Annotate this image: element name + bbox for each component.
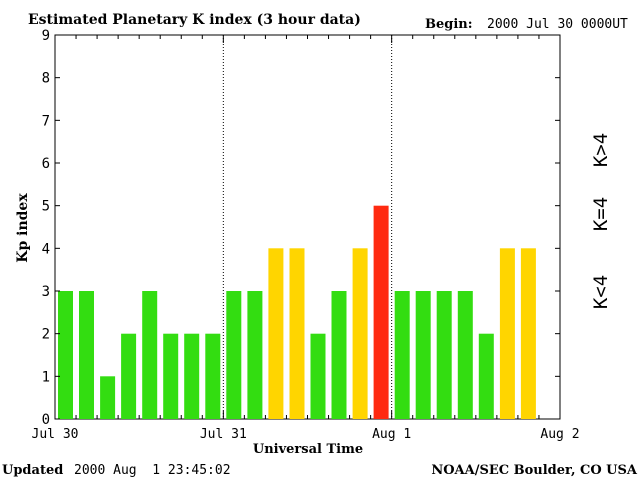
kp-bar <box>184 333 200 419</box>
kp-bar <box>310 333 326 419</box>
day-dividers <box>222 35 393 419</box>
y-tick-label: 4 <box>42 241 50 257</box>
kp-bar <box>247 291 263 419</box>
kp-bar <box>163 333 179 419</box>
y-tick-label: 7 <box>42 113 50 129</box>
kp-bar <box>520 248 536 419</box>
kp-bar <box>331 291 347 419</box>
y-axis: 0 1 2 3 4 5 6 7 8 9 <box>42 28 560 428</box>
x-tick-label: Aug 1 <box>372 427 411 442</box>
kp-bar <box>457 291 473 419</box>
legend-low: K<4 <box>590 275 612 309</box>
updated-value: 2000 Aug 1 23:45:02 <box>74 463 231 478</box>
kp-bar <box>499 248 515 419</box>
kp-bar <box>142 291 158 419</box>
chart-title: Estimated Planetary K index (3 hour data… <box>28 12 361 28</box>
legend-mid: K=4 <box>590 197 612 231</box>
y-tick-label: 1 <box>42 369 50 385</box>
y-tick-label: 8 <box>42 71 50 87</box>
x-tick-label: Jul 30 <box>32 427 79 442</box>
kp-bar <box>226 291 242 419</box>
kp-bar <box>268 248 284 419</box>
kp-bar <box>373 205 389 419</box>
x-tick-label: Jul 31 <box>200 427 247 442</box>
kp-bar <box>289 248 305 419</box>
x-tick-label: Aug 2 <box>540 427 579 442</box>
y-tick-label: 0 <box>42 412 50 428</box>
y-tick-label: 3 <box>42 284 50 300</box>
kp-bar <box>436 291 452 419</box>
x-axis-title: Universal Time <box>253 442 363 457</box>
y-tick-label: 5 <box>42 199 50 215</box>
y-axis-title: Kp index <box>15 193 31 263</box>
kp-bar <box>415 291 431 419</box>
y-tick-label: 9 <box>42 28 50 44</box>
kp-bar <box>394 291 410 419</box>
begin-label: Begin: <box>425 17 473 32</box>
kp-bar <box>352 248 368 419</box>
kp-bar <box>79 291 94 419</box>
bar-group <box>58 205 536 419</box>
begin-value: 2000 Jul 30 0000UT <box>487 17 628 32</box>
kp-bar <box>478 333 494 419</box>
credit: NOAA/SEC Boulder, CO USA <box>431 463 638 478</box>
kp-bar <box>205 333 221 419</box>
y-tick-label: 2 <box>42 327 50 343</box>
y-tick-label: 6 <box>42 156 50 172</box>
kp-bar <box>121 333 137 419</box>
x-axis: Jul 30 Jul 31 Aug 1 Aug 2 <box>32 35 580 442</box>
kp-bar <box>58 291 73 419</box>
updated-label: Updated <box>2 463 63 478</box>
kp-bar <box>100 376 116 419</box>
legend-high: K>4 <box>590 133 612 167</box>
